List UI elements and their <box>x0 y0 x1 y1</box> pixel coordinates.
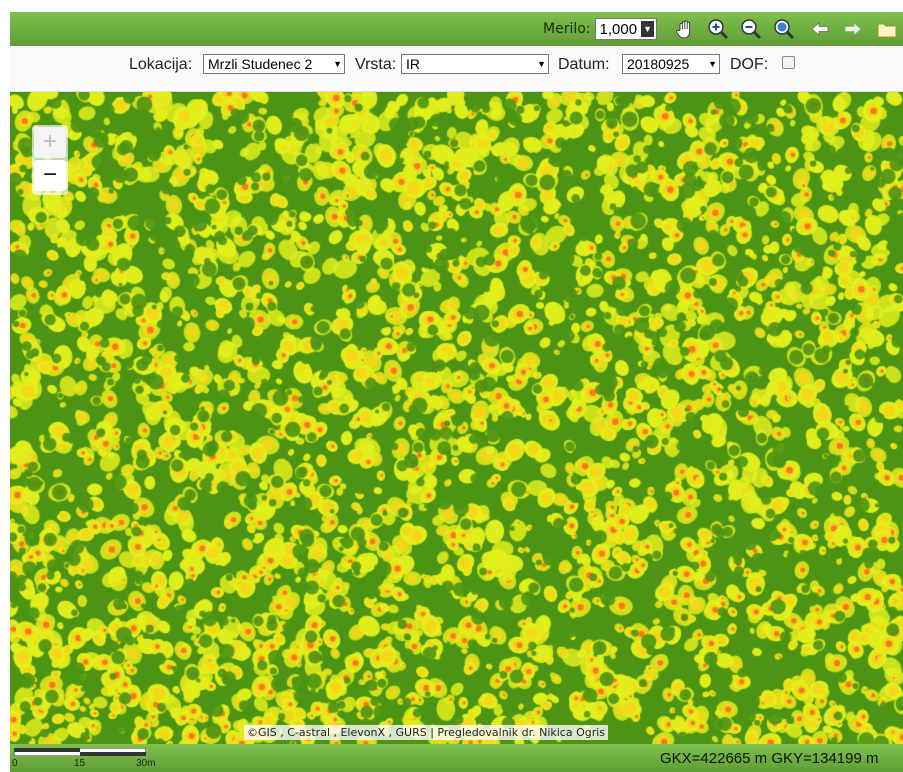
type-label: Vrsta: <box>355 56 397 73</box>
date-value: 20180925 <box>627 56 690 72</box>
chevron-down-icon: ▼ <box>641 21 654 37</box>
scale-value: 1,000 <box>599 20 638 38</box>
folder-icon[interactable] <box>876 18 898 40</box>
back-arrow-icon[interactable] <box>809 18 831 40</box>
scale-bar <box>14 748 146 756</box>
location-select[interactable]: Mrzli Studenec 2 ▼ <box>203 54 345 74</box>
map-view[interactable]: + − ©GIS , C-astral , ElevonX , GURS | P… <box>10 92 903 744</box>
ir-raster-layer <box>10 92 903 744</box>
coordinate-readout: GKX=422665 m GKY=134199 m <box>660 750 879 767</box>
chevron-down-icon: ▼ <box>708 59 717 69</box>
filter-bar: Lokacija: Mrzli Studenec 2 ▼ Vrsta: IR ▼… <box>10 46 903 92</box>
scale-label: Merilo: <box>543 21 591 37</box>
location-value: Mrzli Studenec 2 <box>208 56 313 72</box>
date-label: Datum: <box>558 56 610 73</box>
chevron-down-icon: ▼ <box>537 59 546 69</box>
pan-hand-icon[interactable] <box>674 18 696 40</box>
forward-arrow-icon[interactable] <box>842 18 864 40</box>
chevron-down-icon: ▼ <box>333 59 342 69</box>
location-label: Lokacija: <box>129 56 193 73</box>
map-attribution: ©GIS , C-astral , ElevonX , GURS | Pregl… <box>244 725 609 740</box>
zoom-out-button[interactable]: − <box>34 160 66 191</box>
scale-tick: 30m <box>136 758 156 769</box>
status-bar: 0 15 30m GKX=422665 m GKY=134199 m <box>10 744 903 772</box>
scale-tick: 15 <box>74 758 86 769</box>
type-select[interactable]: IR ▼ <box>401 54 549 74</box>
scale-tick: 0 <box>12 758 18 769</box>
scale-select[interactable]: 1,000 ▼ <box>594 18 657 40</box>
dof-label: DOF: <box>730 56 769 73</box>
scale-control: Merilo: 1,000 ▼ <box>543 18 657 40</box>
zoom-out-icon[interactable] <box>740 18 762 40</box>
dof-checkbox[interactable] <box>782 56 795 69</box>
zoom-full-extent-icon[interactable] <box>773 18 795 40</box>
zoom-control: + − <box>32 125 68 195</box>
type-value: IR <box>406 56 420 72</box>
zoom-in-icon[interactable] <box>707 18 729 40</box>
zoom-in-button[interactable]: + <box>34 127 66 158</box>
top-toolbar: Merilo: 1,000 ▼ <box>10 12 903 46</box>
date-select[interactable]: 20180925 ▼ <box>622 54 720 74</box>
